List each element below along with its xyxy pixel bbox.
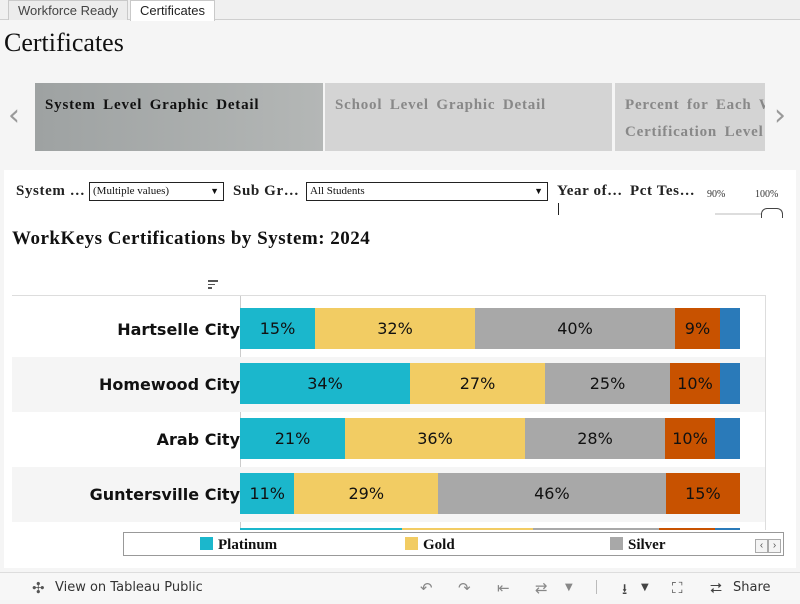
legend-item-gold[interactable]: Gold (405, 537, 455, 554)
share-button[interactable]: Share (733, 580, 771, 595)
revert-icon[interactable]: ⇤ (497, 579, 510, 597)
bar-segment-series-3[interactable]: 10% (670, 363, 720, 404)
bar-segment-gold[interactable] (401, 528, 533, 530)
chart-row-guntersville-city: Guntersville City 11% 29% 46% 15% (12, 467, 765, 522)
tab-certificates[interactable]: Certificates (130, 0, 216, 21)
bar-segment-platinum[interactable]: 15% (240, 308, 315, 349)
toolbar-divider (596, 580, 597, 594)
bar-segment-platinum[interactable] (240, 528, 402, 530)
slider-max-label: 100% (755, 189, 779, 200)
tableau-toolbar: ✣ View on Tableau Public ↶ ↷ ⇤ ⇄ ▼ ⭳ ▼ ⛶… (0, 572, 800, 600)
bar-segment-silver[interactable] (532, 528, 660, 530)
legend-label: Gold (423, 537, 455, 553)
chart-row-row-4 (12, 522, 765, 530)
story-point-system-level[interactable]: System Level Graphic Detail (35, 83, 323, 151)
page-title: Certificates (4, 28, 124, 57)
story-point-label: School Level Graphic Detail (335, 97, 547, 113)
legend-label: Silver (628, 537, 666, 553)
stacked-bar[interactable]: 21% 36% 28% 10% (240, 418, 740, 459)
legend-swatch (200, 537, 213, 550)
sort-icon[interactable] (208, 280, 218, 291)
pct-tested-slider-track[interactable] (715, 213, 781, 215)
bar-segment-series-3[interactable]: 15% (665, 473, 740, 514)
bar-segment-series-4[interactable] (715, 418, 740, 459)
pct-tested-filter-label: Pct Tes… (630, 183, 696, 199)
chart-row-arab-city: Arab City 21% 36% 28% 10% (12, 412, 765, 467)
chevron-down-icon[interactable]: ▼ (641, 582, 649, 593)
system-filter-value: (Multiple values) (93, 185, 170, 197)
view-on-tableau-public-link[interactable]: View on Tableau Public (55, 580, 203, 595)
legend-item-silver[interactable]: Silver (610, 537, 666, 554)
chart-row-hartselle-city: Hartselle City 15% 32% 40% 9% (12, 302, 765, 357)
chart-title: WorkKeys Certifications by System: 2024 (12, 228, 371, 249)
system-filter-dropdown[interactable]: (Multiple values) ▼ (89, 182, 224, 201)
fullscreen-icon[interactable]: ⛶ (672, 579, 683, 597)
bar-segment-gold[interactable]: 29% (294, 473, 439, 514)
dashboard-panel: System … (Multiple values) ▼ Sub Gr… All… (4, 170, 796, 568)
refresh-icon[interactable]: ⇄ (535, 579, 548, 597)
story-point-label-line2: Certification Level I (625, 124, 765, 140)
stacked-bar-chart: Hartselle City 15% 32% 40% 9% Homewood City 34… (12, 295, 766, 530)
chevron-down-icon[interactable]: ▼ (565, 582, 573, 593)
bar-segment-platinum[interactable]: 34% (240, 363, 410, 404)
chart-legend: Platinum Gold Silver ‹ › (123, 532, 784, 556)
bar-segment-platinum[interactable]: 21% (240, 418, 345, 459)
share-icon[interactable]: ⮂ (710, 579, 723, 597)
undo-icon[interactable]: ↶ (420, 579, 433, 597)
legend-label: Platinum (218, 537, 278, 553)
story-navigator: ‹ System Level Graphic Detail School Lev… (0, 82, 800, 152)
sheet-tab-bar: Workforce Ready Certificates (0, 0, 800, 21)
legend-swatch (405, 537, 418, 550)
stacked-bar[interactable]: 34% 27% 25% 10% (240, 363, 740, 404)
legend-next-icon[interactable]: › (768, 539, 781, 553)
bar-segment-series-3[interactable] (659, 528, 715, 530)
slider-min-label: 90% (707, 189, 726, 200)
chevron-left-icon[interactable]: ‹ (8, 98, 20, 133)
chart-row-homewood-city: Homewood City 34% 27% 25% 10% (12, 357, 765, 412)
stacked-bar[interactable]: 15% 32% 40% 9% (240, 308, 740, 349)
subgroup-filter-value: All Students (310, 185, 365, 197)
story-point-label-line1: Percent for Each W (625, 97, 765, 113)
legend-swatch (610, 537, 623, 550)
bar-segment-silver[interactable]: 40% (475, 308, 675, 349)
story-point-percent-certification[interactable]: Percent for Each W Certification Level I (615, 83, 765, 151)
bar-segment-series-3[interactable]: 9% (675, 308, 720, 349)
legend-prev-icon[interactable]: ‹ (755, 539, 768, 553)
bar-segment-silver[interactable]: 46% (438, 473, 666, 514)
category-label: Arab City (156, 430, 240, 449)
story-point-school-level[interactable]: School Level Graphic Detail (325, 83, 612, 151)
tableau-logo-icon: ✣ (32, 579, 45, 597)
bar-segment-series-4[interactable] (720, 363, 740, 404)
chevron-down-icon: ▼ (210, 186, 219, 196)
story-point-label: System Level Graphic Detail (45, 97, 260, 113)
bar-segment-silver[interactable]: 25% (545, 363, 670, 404)
category-label: Homewood City (99, 375, 240, 394)
chevron-down-icon: ▼ (534, 186, 543, 196)
bar-segment-gold[interactable]: 27% (410, 363, 545, 404)
bar-segment-silver[interactable]: 28% (525, 418, 665, 459)
year-filter-label: Year of… (557, 183, 623, 199)
chart-axis-line (240, 296, 241, 530)
system-filter-label: System … (16, 183, 86, 199)
bar-segment-series-4[interactable] (714, 528, 740, 530)
legend-pager: ‹ › (755, 535, 781, 553)
legend-item-platinum[interactable]: Platinum (200, 537, 277, 554)
bar-segment-gold[interactable]: 32% (315, 308, 475, 349)
bar-segment-series-4[interactable] (720, 308, 740, 349)
subgroup-filter-dropdown[interactable]: All Students ▼ (306, 182, 548, 201)
subgroup-filter-label: Sub Gr… (233, 183, 300, 199)
stacked-bar[interactable]: 11% 29% 46% 15% (240, 473, 740, 514)
stacked-bar[interactable] (240, 528, 740, 530)
chevron-right-icon[interactable]: › (774, 98, 786, 133)
bar-segment-series-3[interactable]: 10% (665, 418, 715, 459)
download-icon[interactable]: ⭳ (622, 580, 628, 598)
category-label: Guntersville City (89, 485, 240, 504)
pct-tested-slider-handle[interactable] (761, 208, 783, 218)
text-cursor (558, 203, 559, 215)
bar-segment-platinum[interactable]: 11% (240, 473, 295, 514)
redo-icon[interactable]: ↷ (458, 579, 471, 597)
category-label: Hartselle City (117, 320, 240, 339)
bar-segment-gold[interactable]: 36% (345, 418, 525, 459)
tab-workforce-ready[interactable]: Workforce Ready (8, 0, 129, 20)
